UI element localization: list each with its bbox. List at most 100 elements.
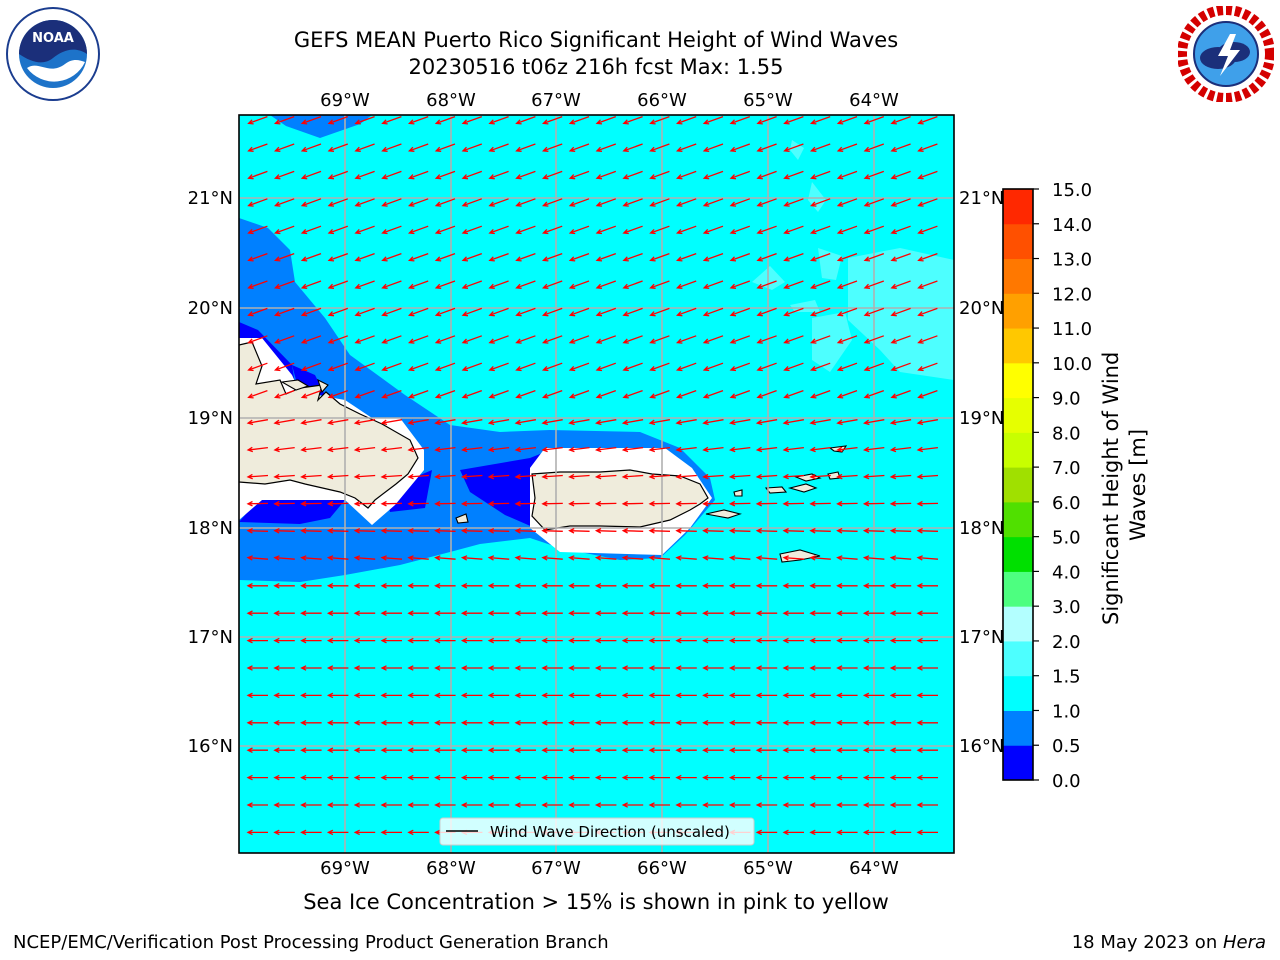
- wind-wave-arrow: [863, 389, 885, 399]
- wind-wave-arrow: [782, 610, 804, 616]
- wind-wave-arrow: [622, 362, 643, 372]
- wind-wave-arrow: [675, 555, 697, 561]
- wind-wave-arrow: [381, 198, 402, 207]
- wind-wave-arrow: [407, 389, 429, 399]
- lon-label-top: 67°W: [531, 90, 581, 111]
- wind-wave-arrow: [595, 115, 617, 125]
- wind-wave-arrow: [917, 225, 938, 235]
- wind-wave-arrow: [461, 115, 483, 125]
- wind-wave-arrow: [300, 335, 322, 344]
- wind-wave-arrow: [541, 143, 563, 152]
- wind-wave-arrow: [809, 225, 831, 235]
- wind-wave-arrow: [514, 692, 536, 699]
- wind-wave-arrow: [300, 419, 322, 426]
- wind-wave-arrow: [675, 419, 697, 426]
- wind-wave-arrow: [702, 389, 724, 399]
- colorbar-label-line2: Waves [m]: [1126, 429, 1150, 541]
- wind-wave-arrow: [648, 665, 670, 671]
- wind-wave-arrow: [595, 225, 617, 235]
- colorbar-band: [1003, 501, 1033, 538]
- wind-wave-arrow: [353, 692, 376, 699]
- wave-height-contour-1p5: [790, 140, 804, 160]
- wind-wave-arrow: [434, 143, 456, 152]
- wind-wave-arrow: [407, 583, 429, 589]
- wind-wave-arrow: [728, 528, 751, 534]
- wind-wave-arrow: [782, 583, 804, 589]
- wind-wave-arrow: [621, 720, 644, 726]
- map-frame: [238, 114, 955, 854]
- wind-wave-arrow: [353, 802, 376, 808]
- wind-wave-arrow: [728, 473, 751, 480]
- wind-wave-arrow: [595, 252, 617, 262]
- wind-wave-arrow: [541, 500, 563, 507]
- wind-wave-arrow: [515, 143, 536, 152]
- wind-wave-arrow: [515, 280, 536, 289]
- colorbar-band: [1003, 189, 1033, 225]
- wind-wave-arrow: [246, 528, 269, 534]
- wind-wave-arrow: [326, 774, 349, 781]
- wind-wave-arrow: [407, 446, 429, 453]
- wind-wave-arrow: [407, 335, 429, 344]
- wind-wave-arrow: [648, 528, 671, 534]
- wind-wave-arrow: [889, 747, 912, 753]
- wind-wave-arrow: [836, 555, 858, 561]
- wind-wave-arrow: [702, 252, 724, 262]
- colorbar-band: [1003, 536, 1033, 572]
- wind-wave-arrow: [916, 692, 938, 699]
- wind-wave-arrow: [487, 774, 510, 781]
- footer-credit: NCEP/EMC/Verification Post Processing Pr…: [13, 932, 609, 953]
- wind-wave-arrow: [568, 198, 590, 207]
- wind-wave-arrow: [621, 446, 644, 453]
- wind-wave-arrow: [407, 362, 429, 372]
- wind-wave-arrow: [916, 500, 939, 507]
- small-islands: [280, 378, 848, 563]
- wind-wave-arrow: [836, 280, 858, 289]
- wind-wave-arrow: [434, 307, 456, 317]
- colorbar-tick-label: 13.0: [1052, 250, 1092, 271]
- wind-wave-arrow: [327, 280, 349, 289]
- wind-wave-arrow: [595, 198, 617, 207]
- wave-height-contour-0p0: [239, 500, 345, 524]
- wind-wave-arrow: [890, 362, 911, 372]
- colorbar-band: [1003, 328, 1033, 364]
- wind-wave-arrow: [755, 500, 778, 507]
- wind-wave-arrow: [836, 500, 858, 507]
- wind-wave-arrow: [300, 528, 322, 534]
- lon-label-bottom: 66°W: [637, 858, 687, 879]
- wind-wave-arrow: [407, 802, 429, 808]
- wind-wave-arrow: [541, 362, 563, 372]
- wind-wave-arrow: [434, 115, 456, 125]
- colorbar-band: [1003, 362, 1033, 399]
- wind-wave-arrow: [755, 583, 778, 589]
- wind-wave-arrow: [702, 637, 724, 644]
- wind-wave-arrow: [380, 528, 403, 534]
- wind-wave-arrow: [836, 637, 858, 644]
- wind-wave-arrow: [702, 720, 724, 726]
- wind-wave-arrow: [702, 307, 724, 317]
- wind-wave-arrow: [594, 610, 617, 616]
- footer-date-text: 18 May 2023 on: [1071, 932, 1223, 953]
- wind-wave-arrow: [809, 528, 831, 534]
- wind-wave-arrow: [728, 500, 751, 507]
- wind-wave-arrow: [595, 170, 617, 180]
- wind-wave-arrow: [568, 802, 590, 808]
- wind-wave-arrow: [675, 774, 697, 781]
- wind-wave-arrow: [326, 692, 349, 699]
- wind-wave-arrow: [783, 389, 804, 399]
- wave-height-contour-1p5: [812, 312, 852, 372]
- wind-wave-arrow: [461, 225, 483, 235]
- wind-wave-arrow: [809, 747, 831, 753]
- wind-wave-arrow: [541, 637, 563, 644]
- wind-wave-arrow: [917, 307, 938, 317]
- lat-label-right: 21°N: [959, 188, 1004, 209]
- wind-wave-arrow: [728, 610, 751, 616]
- wind-wave-arrow: [729, 389, 751, 399]
- wind-wave-arrow: [300, 583, 322, 589]
- wind-wave-arrow: [756, 252, 777, 262]
- colorbar-tick-label: 8.0: [1052, 423, 1081, 444]
- wind-wave-arrow: [916, 637, 938, 644]
- wind-wave-arrow: [461, 419, 483, 426]
- wind-wave-arrow: [487, 720, 510, 726]
- wind-wave-arrow: [756, 280, 777, 289]
- wind-wave-arrow: [622, 225, 643, 235]
